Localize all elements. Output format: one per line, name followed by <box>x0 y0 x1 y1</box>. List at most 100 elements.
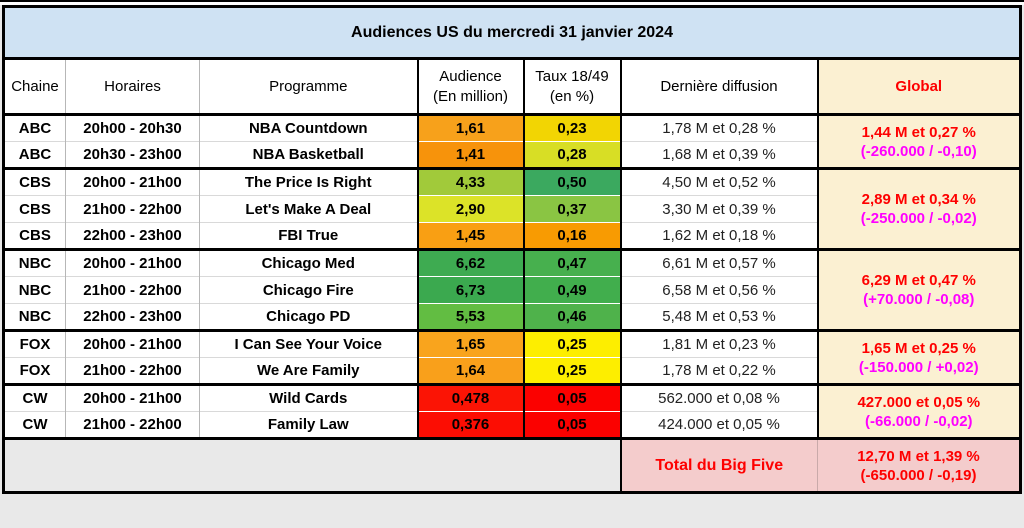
last-diffusion-cell: 4,50 M et 0,52 % <box>620 167 819 196</box>
rate-cell: 0,25 <box>523 329 622 358</box>
time-cell: 21h00 - 22h00 <box>65 195 200 223</box>
time-cell: 20h00 - 20h30 <box>65 113 200 142</box>
program-cell: Chicago PD <box>199 303 419 331</box>
channel-cell: ABC <box>3 113 66 142</box>
program-cell: Chicago Fire <box>199 276 419 304</box>
program-cell: Wild Cards <box>199 383 419 412</box>
rate-cell: 0,23 <box>523 113 622 142</box>
title-row: Audiences US du mercredi 31 janvier 2024 <box>2 5 1022 60</box>
audience-cell: 1,65 <box>417 329 525 358</box>
audience-cell: 5,53 <box>417 303 525 331</box>
channel-cell: FOX <box>3 329 66 358</box>
rate-cell: 0,37 <box>523 195 622 223</box>
last-diffusion-cell: 424.000 et 0,05 % <box>620 411 819 439</box>
program-cell: The Price Is Right <box>199 167 419 196</box>
time-cell: 20h00 - 21h00 <box>65 383 200 412</box>
audience-cell: 1,64 <box>417 357 525 385</box>
audience-cell: 2,90 <box>417 195 525 223</box>
header-audience: Audience (En million) <box>417 58 525 116</box>
program-cell: FBI True <box>199 222 419 250</box>
table-row: CBS 22h00 - 23h00 FBI True 1,45 0,16 1,6… <box>3 222 1021 250</box>
rate-cell: 0,05 <box>523 383 622 412</box>
last-diffusion-cell: 1,68 M et 0,39 % <box>620 141 819 169</box>
table-row: CW 21h00 - 22h00 Family Law 0,376 0,05 4… <box>3 411 1021 439</box>
top-sliver <box>0 2 1024 5</box>
time-cell: 22h00 - 23h00 <box>65 303 200 331</box>
program-cell: I Can See Your Voice <box>199 329 419 358</box>
rate-cell: 0,46 <box>523 303 622 331</box>
total-current: 12,70 M et 1,39 % <box>857 447 980 465</box>
time-cell: 20h00 - 21h00 <box>65 167 200 196</box>
time-cell: 20h00 - 21h00 <box>65 248 200 277</box>
channel-cell: CW <box>3 411 66 439</box>
header-horaires: Horaires <box>65 58 200 116</box>
header-global: Global <box>817 58 1021 116</box>
global-delta: (+70.000 / -0,08) <box>863 291 975 308</box>
global-delta: (-260.000 / -0,10) <box>860 142 977 160</box>
rate-cell: 0,47 <box>523 248 622 277</box>
time-cell: 21h00 - 22h00 <box>65 357 200 385</box>
channel-cell: ABC <box>3 141 66 169</box>
total-value-cell: 12,70 M et 1,39 % (-650.000 / -0,19) <box>817 437 1021 493</box>
channel-cell: NBC <box>3 248 66 277</box>
rate-cell: 0,50 <box>523 167 622 196</box>
header-taux: Taux 18/49 (en %) <box>523 58 622 116</box>
last-diffusion-cell: 6,58 M et 0,56 % <box>620 276 819 304</box>
rate-cell: 0,25 <box>523 357 622 385</box>
header-derniere: Dernière diffusion <box>620 58 819 116</box>
global-cell: 427.000 et 0,05 % (-66.000 / -0,02) <box>817 383 1021 439</box>
total-row: Total du Big Five 12,70 M et 1,39 % (-65… <box>3 437 1021 493</box>
audience-cell: 0,478 <box>417 383 525 412</box>
last-diffusion-cell: 1,62 M et 0,18 % <box>620 222 819 250</box>
table-row: ABC 20h00 - 20h30 NBA Countdown 1,61 0,2… <box>3 113 1021 169</box>
table-row: CW 20h00 - 21h00 Wild Cards 0,478 0,05 5… <box>3 383 1021 439</box>
global-current: 1,44 M et 0,27 % <box>861 123 976 141</box>
total-label-cell: Total du Big Five <box>620 437 818 493</box>
channel-cell: NBC <box>3 303 66 331</box>
last-diffusion-cell: 562.000 et 0,08 % <box>620 383 819 412</box>
time-cell: 21h00 - 22h00 <box>65 276 200 304</box>
audience-cell: 4,33 <box>417 167 525 196</box>
page-title: Audiences US du mercredi 31 janvier 2024 <box>2 5 1022 60</box>
time-cell: 20h30 - 23h00 <box>65 141 200 169</box>
audience-cell: 1,41 <box>417 141 525 169</box>
last-diffusion-cell: 3,30 M et 0,39 % <box>620 195 819 223</box>
global-current: 2,89 M et 0,34 % <box>861 191 976 208</box>
program-cell: Chicago Med <box>199 248 419 277</box>
last-diffusion-cell: 1,81 M et 0,23 % <box>620 329 819 358</box>
channel-cell: NBC <box>3 276 66 304</box>
global-current: 6,29 M et 0,47 % <box>861 272 976 289</box>
table-row: CBS 21h00 - 22h00 Let's Make A Deal 2,90… <box>3 195 1021 223</box>
global-cell: 2,89 M et 0,34 % (-250.000 / -0,02) <box>817 167 1021 250</box>
audience-cell: 1,61 <box>417 113 525 142</box>
program-cell: NBA Countdown <box>199 113 419 142</box>
global-cell: 1,65 M et 0,25 % (-150.000 / +0,02) <box>817 329 1021 385</box>
table-row: CBS 20h00 - 21h00 The Price Is Right 4,3… <box>3 167 1021 250</box>
last-diffusion-cell: 6,61 M et 0,57 % <box>620 248 819 277</box>
global-delta: (-250.000 / -0,02) <box>860 210 977 227</box>
global-cell: 6,29 M et 0,47 % (+70.000 / -0,08) <box>817 248 1021 331</box>
header-programme: Programme <box>199 58 419 116</box>
audience-cell: 1,45 <box>417 222 525 250</box>
audience-cell: 6,62 <box>417 248 525 277</box>
last-diffusion-cell: 5,48 M et 0,53 % <box>620 303 819 331</box>
global-cell: 1,44 M et 0,27 % (-260.000 / -0,10) <box>817 113 1021 169</box>
channel-cell: CBS <box>3 222 66 250</box>
rate-cell: 0,28 <box>523 141 622 169</box>
program-cell: Family Law <box>199 411 419 439</box>
time-cell: 21h00 - 22h00 <box>65 411 200 439</box>
channel-cell: CBS <box>3 167 66 196</box>
header-chaine: Chaine <box>3 58 66 116</box>
channel-cell: CBS <box>3 195 66 223</box>
channel-cell: CW <box>3 383 66 412</box>
table-row: NBC 21h00 - 22h00 Chicago Fire 6,73 0,49… <box>3 276 1021 304</box>
time-cell: 20h00 - 21h00 <box>65 329 200 358</box>
table-row: FOX 20h00 - 21h00 I Can See Your Voice 1… <box>3 329 1021 385</box>
table-row: NBC 22h00 - 23h00 Chicago PD 5,53 0,46 5… <box>3 303 1021 331</box>
global-delta: (-150.000 / +0,02) <box>858 358 979 376</box>
audience-cell: 0,376 <box>417 411 525 439</box>
audience-table: Audiences US du mercredi 31 janvier 2024… <box>2 5 1022 494</box>
time-cell: 22h00 - 23h00 <box>65 222 200 250</box>
global-current: 427.000 et 0,05 % <box>857 393 981 411</box>
rate-cell: 0,16 <box>523 222 622 250</box>
